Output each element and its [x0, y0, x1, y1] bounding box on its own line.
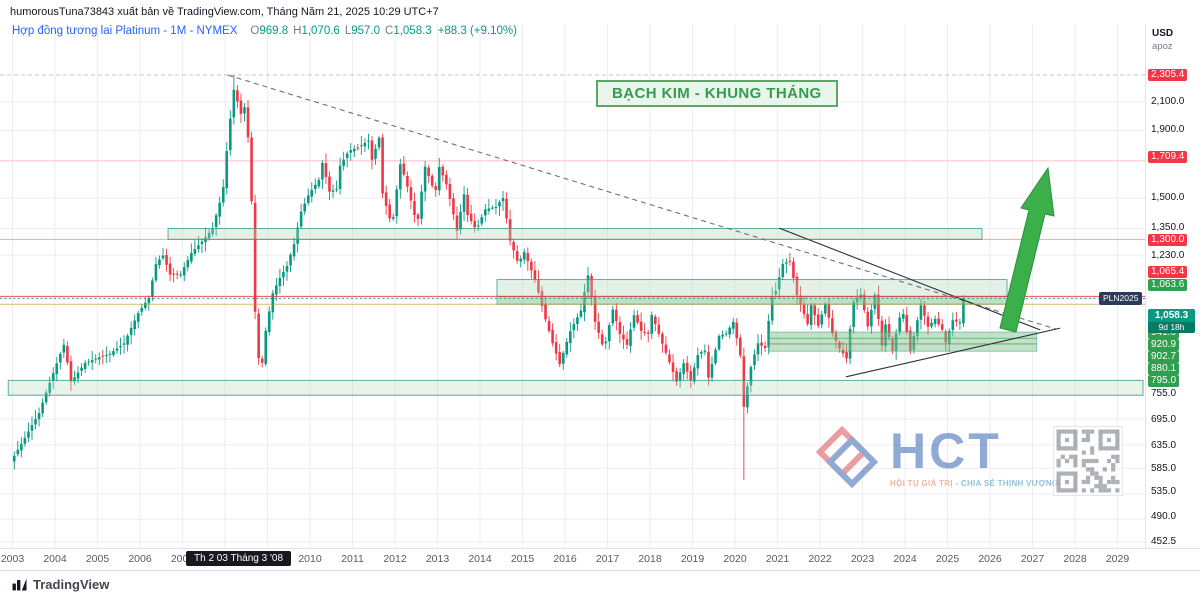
- time-axis-year-label: 2003: [0, 553, 25, 565]
- candles-series: [12, 75, 965, 480]
- time-axis-year-label: 2028: [1063, 553, 1087, 565]
- ohlc-close-value: 1,058.3: [393, 25, 432, 37]
- breakout-arrow-drawing: [999, 166, 1055, 333]
- time-axis-year-label: 2022: [808, 553, 832, 565]
- change-value: +88.3 (+9.10%): [437, 25, 517, 37]
- price-axis-label: 635.0: [1151, 440, 1177, 451]
- time-axis-year-label: 2017: [595, 553, 620, 565]
- time-axis-year-label: 2027: [1020, 553, 1045, 565]
- price-axis-label: 920.9: [1148, 339, 1180, 351]
- current-price-value: 1,058.3: [1148, 309, 1195, 322]
- time-axis-year-label: 2015: [510, 553, 535, 565]
- price-axis-label: 585.0: [1151, 463, 1177, 474]
- time-axis-year-label: 2014: [468, 553, 492, 565]
- supply-demand-zones: [7, 228, 1144, 396]
- time-axis-year-label: 2011: [341, 553, 364, 565]
- price-axis-label: 795.0: [1148, 375, 1180, 387]
- time-axis-year-label: 2023: [850, 553, 875, 565]
- price-axis-label: 880.1: [1148, 363, 1180, 375]
- symbol-title-link[interactable]: Hợp đồng tương lai Platinum - 1M - NYMEX: [12, 25, 238, 37]
- time-axis-year-label: 2005: [85, 553, 110, 565]
- footer-bar: TradingView: [0, 570, 1200, 597]
- price-axis-label: 695.0: [1151, 414, 1177, 425]
- price-axis-label: 1,230.0: [1151, 250, 1185, 261]
- time-axis-year-label: 2012: [383, 553, 407, 565]
- crosshair-date-label: Th 2 03 Tháng 3 '08: [186, 551, 292, 566]
- price-axis-label: 902.7: [1148, 351, 1180, 363]
- price-axis-label: 535.0: [1151, 486, 1177, 497]
- price-axis-label: 1,709.4: [1148, 151, 1188, 163]
- time-axis-year-label: 2026: [978, 553, 1002, 565]
- price-axis-label: 452.5: [1151, 536, 1177, 547]
- axis-unit-label: USD: [1152, 28, 1174, 39]
- price-axis-label: 2,305.4: [1148, 69, 1188, 81]
- price-axis-label: 1,350.0: [1151, 222, 1185, 233]
- price-axis-label: 755.0: [1151, 388, 1177, 399]
- time-axis-year-label: 2024: [893, 553, 917, 565]
- time-axis-year-label: 2029: [1105, 553, 1130, 565]
- hct-text-block: HCT HỘI TỤ GIÁ TRỊ - CHIA SẺ THỊNH VƯỢNG: [890, 426, 1058, 488]
- price-level-lines: [0, 160, 1145, 305]
- ohlc-high-key: H: [293, 25, 302, 37]
- time-axis-year-label: 2021: [765, 553, 790, 565]
- hct-tagline: HỘI TỤ GIÁ TRỊ - CHIA SẺ THỊNH VƯỢNG: [890, 479, 1058, 488]
- ohlc-open-value: 969.8: [259, 25, 289, 37]
- price-axis-label: 1,300.0: [1148, 234, 1188, 246]
- ohlc-low-value: 957.0: [351, 25, 380, 37]
- qr-code: [1053, 426, 1123, 496]
- hct-brand-text: HCT: [890, 423, 1002, 479]
- ohlc-open-key: O: [250, 25, 260, 37]
- time-axis[interactable]: 2003200420052006200720082009201020112012…: [0, 548, 1200, 570]
- chart-canvas[interactable]: [0, 0, 1145, 548]
- hct-logo-icon: [816, 426, 878, 488]
- price-axis[interactable]: USD apoz 2,305.4 2,100.0 1,900.0 1,709.4 1,5…: [1145, 24, 1200, 548]
- time-axis-year-label: 2004: [43, 553, 67, 565]
- time-axis-year-label: 2006: [128, 553, 152, 565]
- hct-tagline-right: - CHIA SẺ THỊNH VƯỢNG: [955, 479, 1059, 488]
- price-axis-label: 1,500.0: [1151, 192, 1185, 203]
- hct-watermark: HCT HỘI TỤ GIÁ TRỊ - CHIA SẺ THỊNH VƯỢNG: [816, 426, 1058, 488]
- time-axis-year-label: 2019: [680, 553, 705, 565]
- time-axis-year-label: 2025: [935, 553, 960, 565]
- price-axis-label: 2,100.0: [1151, 96, 1185, 107]
- publish-info-bar: humorousTuna73843 xuất bản về TradingVie…: [10, 6, 439, 18]
- chart-title-banner: BẠCH KIM - KHUNG THÁNG: [596, 80, 838, 107]
- trendlines: [227, 74, 1061, 378]
- contract-price-tag: PLN2025: [1099, 292, 1143, 305]
- ohlc-high-value: 1,070.6: [301, 25, 340, 37]
- time-axis-year-label: 2013: [425, 553, 450, 565]
- tradingview-brand-text[interactable]: TradingView: [33, 576, 110, 592]
- price-axis-label: 1,065.4: [1148, 266, 1188, 278]
- time-axis-year-label: 2016: [553, 553, 577, 565]
- time-axis-year-label: 2010: [298, 553, 322, 565]
- hct-tagline-left: HỘI TỤ GIÁ TRỊ: [890, 479, 953, 488]
- price-axis-label: 1,063.6: [1148, 279, 1188, 291]
- bar-close-countdown: 9d 18h: [1148, 322, 1195, 333]
- price-axis-label: 1,900.0: [1151, 124, 1185, 135]
- time-axis-year-label: 2020: [723, 553, 747, 565]
- ohlc-low-key: L: [344, 25, 352, 37]
- ohlc-close-key: C: [385, 25, 394, 37]
- time-axis-year-label: 2018: [638, 553, 662, 565]
- price-axis-label: 490.0: [1151, 511, 1177, 522]
- tradingview-logo-icon[interactable]: [12, 577, 27, 592]
- current-price-badge: 1,058.3 9d 18h: [1148, 309, 1195, 333]
- chart-legend[interactable]: Hợp đồng tương lai Platinum - 1M - NYMEX…: [12, 25, 517, 37]
- axis-unit-sublabel: apoz: [1152, 41, 1173, 52]
